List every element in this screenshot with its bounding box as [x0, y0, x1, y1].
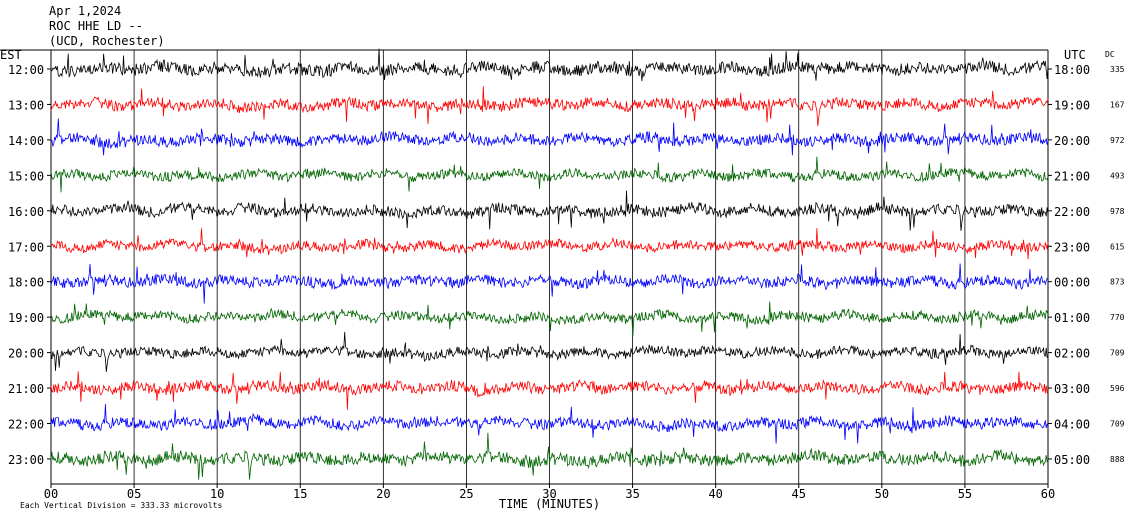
utc-hour-label: 19:00: [1054, 98, 1090, 112]
trace-18:00: [50, 263, 1049, 304]
x-tick-label: 35: [625, 487, 639, 501]
utc-hour-label: 18:00: [1054, 63, 1090, 77]
est-hour-label: 18:00: [8, 276, 44, 290]
trace-15:00: [50, 156, 1049, 193]
est-hour-label: 16:00: [8, 205, 44, 219]
est-hour-label: 12:00: [8, 63, 44, 77]
trace-group: [50, 48, 1049, 480]
trace-14:00: [50, 118, 1049, 156]
utc-hour-label: 05:00: [1054, 453, 1090, 467]
x-tick-label: 60: [1041, 487, 1055, 501]
header-location: (UCD, Rochester): [49, 34, 165, 48]
dc-offset-label: 978: [1110, 207, 1125, 216]
utc-hour-label: 01:00: [1054, 311, 1090, 325]
left-axis-title: EST: [0, 48, 22, 62]
dc-offset-label: 493: [1110, 171, 1125, 180]
trace-19:00: [50, 301, 1049, 337]
trace-23:00: [50, 432, 1049, 480]
dc-offset-label: 335: [1110, 65, 1125, 74]
trace-20:00: [50, 331, 1048, 372]
est-hour-label: 14:00: [8, 134, 44, 148]
dc-offset-label: 770: [1110, 313, 1125, 322]
x-tick-label: 30: [542, 487, 556, 501]
utc-hour-label: 22:00: [1054, 205, 1090, 219]
est-hour-label: 17:00: [8, 240, 44, 254]
utc-hour-label: 03:00: [1054, 382, 1090, 396]
header-station: ROC HHE LD --: [49, 19, 143, 33]
right-axis-title: UTC: [1064, 48, 1086, 62]
utc-hour-label: 02:00: [1054, 347, 1090, 361]
x-tick-label: 00: [44, 487, 58, 501]
est-hour-label: 13:00: [8, 98, 44, 112]
trace-22:00: [50, 404, 1049, 444]
x-axis-title: TIME (MINUTES): [499, 497, 600, 511]
label-group: 00 05 10 15 20 25 30 35 40 45 50 55 60 TIME (MINUTES)…: [0, 48, 1125, 511]
est-hour-label: 21:00: [8, 382, 44, 396]
x-tick-label: 40: [708, 487, 722, 501]
est-hour-label: 23:00: [8, 453, 44, 467]
dc-offset-label: 888: [1110, 455, 1125, 464]
trace-16:00: [50, 190, 1049, 231]
est-hour-label: 22:00: [8, 418, 44, 432]
x-tick-label: 50: [875, 487, 889, 501]
utc-hour-label: 00:00: [1054, 276, 1090, 290]
dc-offset-label: 615: [1110, 242, 1125, 251]
trace-17:00: [50, 228, 1049, 260]
dc-column-title: DC: [1105, 50, 1115, 59]
dc-offset-label: 167: [1110, 100, 1125, 109]
dc-offset-label: 873: [1110, 278, 1125, 287]
footer-note: Each Vertical Division = 333.33 microvol…: [20, 501, 222, 510]
est-hour-label: 15:00: [8, 169, 44, 183]
est-hour-label: 20:00: [8, 347, 44, 361]
x-tick-label: 15: [293, 487, 307, 501]
x-tick-label: 20: [376, 487, 390, 501]
trace-21:00: [50, 371, 1049, 410]
utc-hour-label: 20:00: [1054, 134, 1090, 148]
dc-offset-label: 972: [1110, 136, 1125, 145]
dc-offset-label: 596: [1110, 384, 1125, 393]
utc-hour-label: 23:00: [1054, 240, 1090, 254]
x-tick-label: 10: [210, 487, 224, 501]
header-date: Apr 1,2024: [49, 4, 122, 18]
x-tick-label: 45: [792, 487, 806, 501]
trace-13:00: [50, 86, 1049, 127]
est-hour-label: 19:00: [8, 311, 44, 325]
trace-12:00: [50, 48, 1049, 82]
x-tick-label: 25: [459, 487, 473, 501]
dc-offset-label: 709: [1110, 420, 1125, 429]
x-tick-label: 55: [958, 487, 972, 501]
dc-offset-label: 709: [1110, 349, 1125, 358]
utc-hour-label: 21:00: [1054, 169, 1090, 183]
utc-hour-label: 04:00: [1054, 418, 1090, 432]
plot-grid: [0, 49, 1052, 488]
x-tick-label: 05: [127, 487, 141, 501]
